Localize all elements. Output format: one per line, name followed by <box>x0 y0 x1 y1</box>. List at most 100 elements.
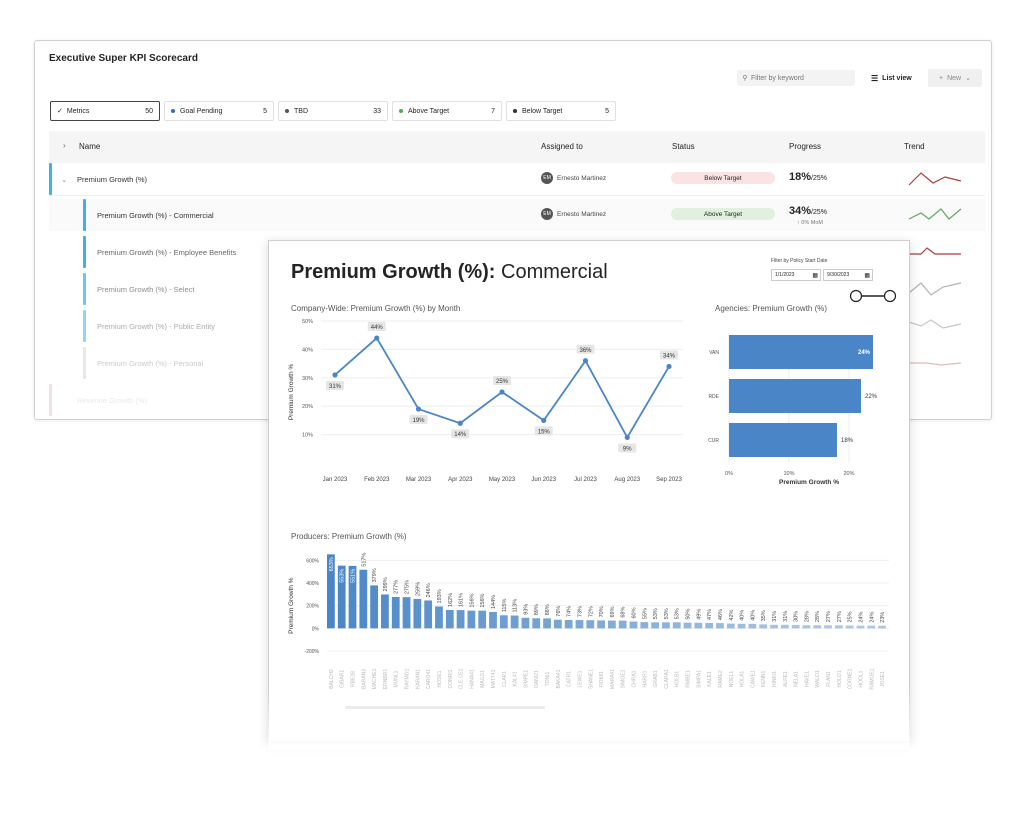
chip-count: 50 <box>145 107 153 115</box>
category-label: CLAR1 <box>502 671 508 687</box>
slider-start-handle[interactable] <box>849 289 863 303</box>
chip-count: 5 <box>263 107 267 115</box>
category-label: RBE38 <box>351 671 357 687</box>
chip-label: Metrics <box>66 107 90 115</box>
data-label: 144% <box>491 595 497 609</box>
category-label: BALCH2 <box>329 669 335 689</box>
col-name[interactable]: Name <box>79 142 101 151</box>
data-label: 23% <box>880 612 886 623</box>
metric-name: Revenue Growth (%) <box>77 396 148 405</box>
bar <box>456 610 465 629</box>
bar <box>662 622 670 629</box>
bar <box>391 596 400 629</box>
data-label: 156% <box>480 593 486 607</box>
col-trend[interactable]: Trend <box>904 142 925 151</box>
list-view-button[interactable]: ☰ List view <box>871 70 912 86</box>
chip-label: Below Target <box>522 107 563 115</box>
category-label: GIBAR1 <box>340 670 346 689</box>
data-label: 15% <box>538 429 551 435</box>
progress-change: ↑ 0% MoM <box>797 220 823 226</box>
data-label: 14% <box>454 432 467 438</box>
category-label: MAGS1 <box>480 670 486 688</box>
table-row[interactable]: Premium Growth (%) - Employee Benefits <box>49 236 985 268</box>
chip-below-target[interactable]: Below Target 5 <box>506 101 616 121</box>
category-label: CATR1 <box>567 671 573 687</box>
category-label: CUR <box>708 438 719 444</box>
data-label-bg <box>493 376 511 385</box>
category-label: CAWE1 <box>750 670 756 688</box>
category-label: NOEL1 <box>729 671 735 688</box>
x-tick-label: Jun 2023 <box>531 477 556 483</box>
calendar-icon[interactable]: ▦ <box>864 272 870 279</box>
data-label: 553% <box>340 569 346 583</box>
table-row[interactable]: Premium Growth (%) - Commercial EM Ernes… <box>49 199 985 231</box>
category-label: ERNBR1 <box>383 669 389 690</box>
status-badge: Above Target <box>671 208 775 220</box>
report-title-metric: Premium Growth (%): <box>291 261 496 283</box>
col-progress[interactable]: Progress <box>789 142 822 151</box>
category-label: RMBE1 <box>686 670 692 687</box>
data-label: 161% <box>459 593 465 607</box>
bar <box>834 625 843 629</box>
category-label: HAVE1 <box>804 671 810 687</box>
monthly-line-chart: 10% 20% 30% 40% 50% Jan 2023 Feb 2023 Mar 2023 A… <box>288 319 683 483</box>
metric-name: Premium Growth (%) <box>77 175 148 184</box>
search-placeholder: Filter by keyword <box>751 74 804 82</box>
date-to-value: 9/30/2023 <box>827 272 850 278</box>
search-input[interactable]: ⚲ Filter by keyword <box>737 70 855 86</box>
chip-goal-pending[interactable]: Goal Pending 5 <box>164 101 274 121</box>
bar <box>802 625 811 629</box>
status-dot-icon <box>399 109 403 113</box>
data-label: 60% <box>632 607 638 618</box>
y-axis-label: Premium Growth % <box>288 577 295 634</box>
agency-bar-chart: 0% 10% 20% Premium Growth % VAN 24% RDE 22% CUR 1… <box>708 335 878 486</box>
table-row[interactable]: Premium Growth (%) - Select <box>49 273 985 305</box>
category-label: HOLO1 <box>837 670 843 687</box>
bar <box>856 625 865 629</box>
category-label: HOLA1 <box>740 671 746 688</box>
new-button[interactable]: + New ⌄ <box>928 69 982 87</box>
data-label: 76% <box>556 606 562 617</box>
table-row[interactable]: Premium Growth (%) - Personal <box>49 347 985 379</box>
x-tick-label: 0% <box>725 471 733 477</box>
new-label: New <box>947 74 962 82</box>
table-header: › Name Assigned to Status Progress Trend <box>49 131 985 163</box>
category-label: FLAN1 <box>826 671 832 687</box>
data-label: 49% <box>696 609 702 620</box>
col-assigned[interactable]: Assigned to <box>541 142 583 151</box>
col-status[interactable]: Status <box>672 142 695 151</box>
table-row[interactable]: Revenue Growth (%) <box>49 384 985 416</box>
category-label: LEWE1 <box>577 670 583 687</box>
data-label-bg <box>576 344 595 354</box>
calendar-icon[interactable]: ▦ <box>812 272 818 279</box>
status-dot-icon <box>171 109 175 113</box>
date-from-field[interactable]: 1/1/2023 ▦ <box>771 269 821 281</box>
category-label: CLE.CE1 <box>459 668 465 689</box>
data-label: 53% <box>653 608 659 619</box>
category-label: HANA41 <box>469 669 475 689</box>
metric-name: Premium Growth (%) - Employee Benefits <box>97 248 237 257</box>
date-range-slider[interactable] <box>849 289 897 303</box>
chip-metrics[interactable]: ✓ Metrics 50 <box>50 101 160 121</box>
producer-chart-title: Producers: Premium Growth (%) <box>291 532 407 541</box>
table-row[interactable]: Premium Growth (%) - Public Entity <box>49 310 985 342</box>
x-tick-label: 10% <box>783 471 794 477</box>
data-label: 55% <box>642 608 648 619</box>
date-to-field[interactable]: 9/30/2023 ▦ <box>823 269 873 281</box>
data-label: 40% <box>750 610 756 621</box>
data-label: 42% <box>729 609 735 620</box>
category-label: CONRI1 <box>448 669 454 688</box>
slider-end-handle[interactable] <box>883 289 897 303</box>
bar <box>597 620 605 629</box>
chip-tbd[interactable]: TBD 33 <box>278 101 388 121</box>
category-label: SIMOE1 <box>621 669 627 688</box>
metric-name: Premium Growth (%) - Select <box>97 285 195 294</box>
chevron-down-icon[interactable]: ⌄ <box>61 175 68 184</box>
expand-all-icon[interactable]: › <box>63 141 66 150</box>
category-label: MARA41 <box>610 669 616 689</box>
table-row[interactable]: ⌄ Premium Growth (%) EM Ernesto Martinez… <box>49 163 985 196</box>
data-label-bg <box>409 415 428 425</box>
x-tick-label: Apr 2023 <box>448 477 473 483</box>
chip-above-target[interactable]: Above Target 7 <box>392 101 502 121</box>
data-label: 156% <box>469 593 475 607</box>
